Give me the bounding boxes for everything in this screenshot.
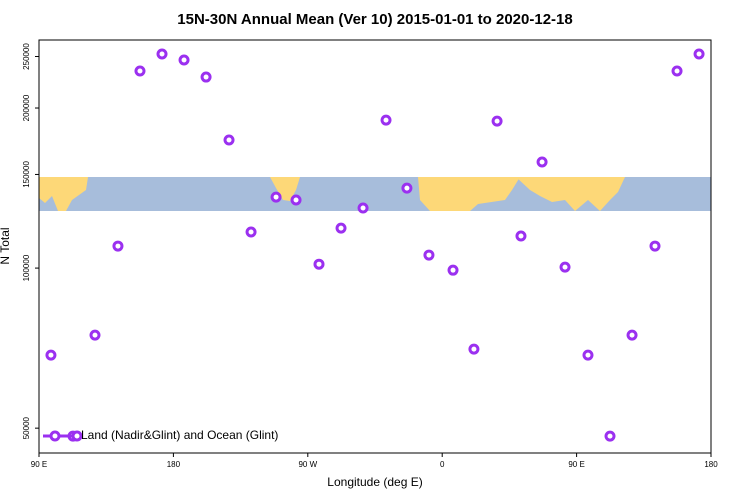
data-point	[515, 230, 527, 242]
x-tick-label: 180	[167, 460, 181, 469]
data-point	[604, 430, 616, 442]
legend-marker	[71, 430, 83, 442]
y-axis-label: N Total	[0, 227, 12, 264]
data-point	[270, 191, 282, 203]
x-tick-label: 90 E	[31, 460, 47, 469]
x-tick-label: 90 W	[298, 460, 317, 469]
data-point	[447, 264, 459, 276]
data-point	[380, 114, 392, 126]
y-tick-label: 50000	[22, 416, 31, 439]
data-point	[671, 65, 683, 77]
data-point	[423, 249, 435, 261]
y-tick-label: 250000	[22, 43, 31, 70]
legend-label: Land (Nadir&Glint) and Ocean (Glint)	[81, 428, 278, 442]
data-point	[335, 222, 347, 234]
data-point	[491, 115, 503, 127]
x-tick-label: 0	[440, 460, 445, 469]
data-point	[313, 258, 325, 270]
data-point	[401, 182, 413, 194]
plot-frame	[38, 39, 712, 454]
data-point	[245, 226, 257, 238]
chart-title: 15N-30N Annual Mean (Ver 10) 2015-01-01 …	[177, 11, 572, 28]
data-point	[156, 48, 168, 60]
x-axis-label: Longitude (deg E)	[327, 475, 422, 489]
data-point	[357, 202, 369, 214]
data-point	[89, 329, 101, 341]
data-point	[693, 48, 705, 60]
data-point	[582, 349, 594, 361]
data-point	[178, 54, 190, 66]
data-point	[223, 134, 235, 146]
data-point	[112, 240, 124, 252]
data-point	[134, 65, 146, 77]
y-tick-label: 150000	[22, 161, 31, 188]
data-point	[626, 329, 638, 341]
data-point	[559, 261, 571, 273]
data-point	[468, 343, 480, 355]
map-band	[39, 177, 711, 211]
data-point	[45, 349, 57, 361]
data-point	[290, 194, 302, 206]
y-tick-label: 200000	[22, 94, 31, 121]
data-point	[200, 71, 212, 83]
legend-marker	[49, 430, 61, 442]
y-tick-label: 100000	[22, 254, 31, 281]
data-point	[649, 240, 661, 252]
x-tick-label: 180	[704, 460, 718, 469]
data-point	[536, 156, 548, 168]
x-tick-label: 90 E	[568, 460, 584, 469]
